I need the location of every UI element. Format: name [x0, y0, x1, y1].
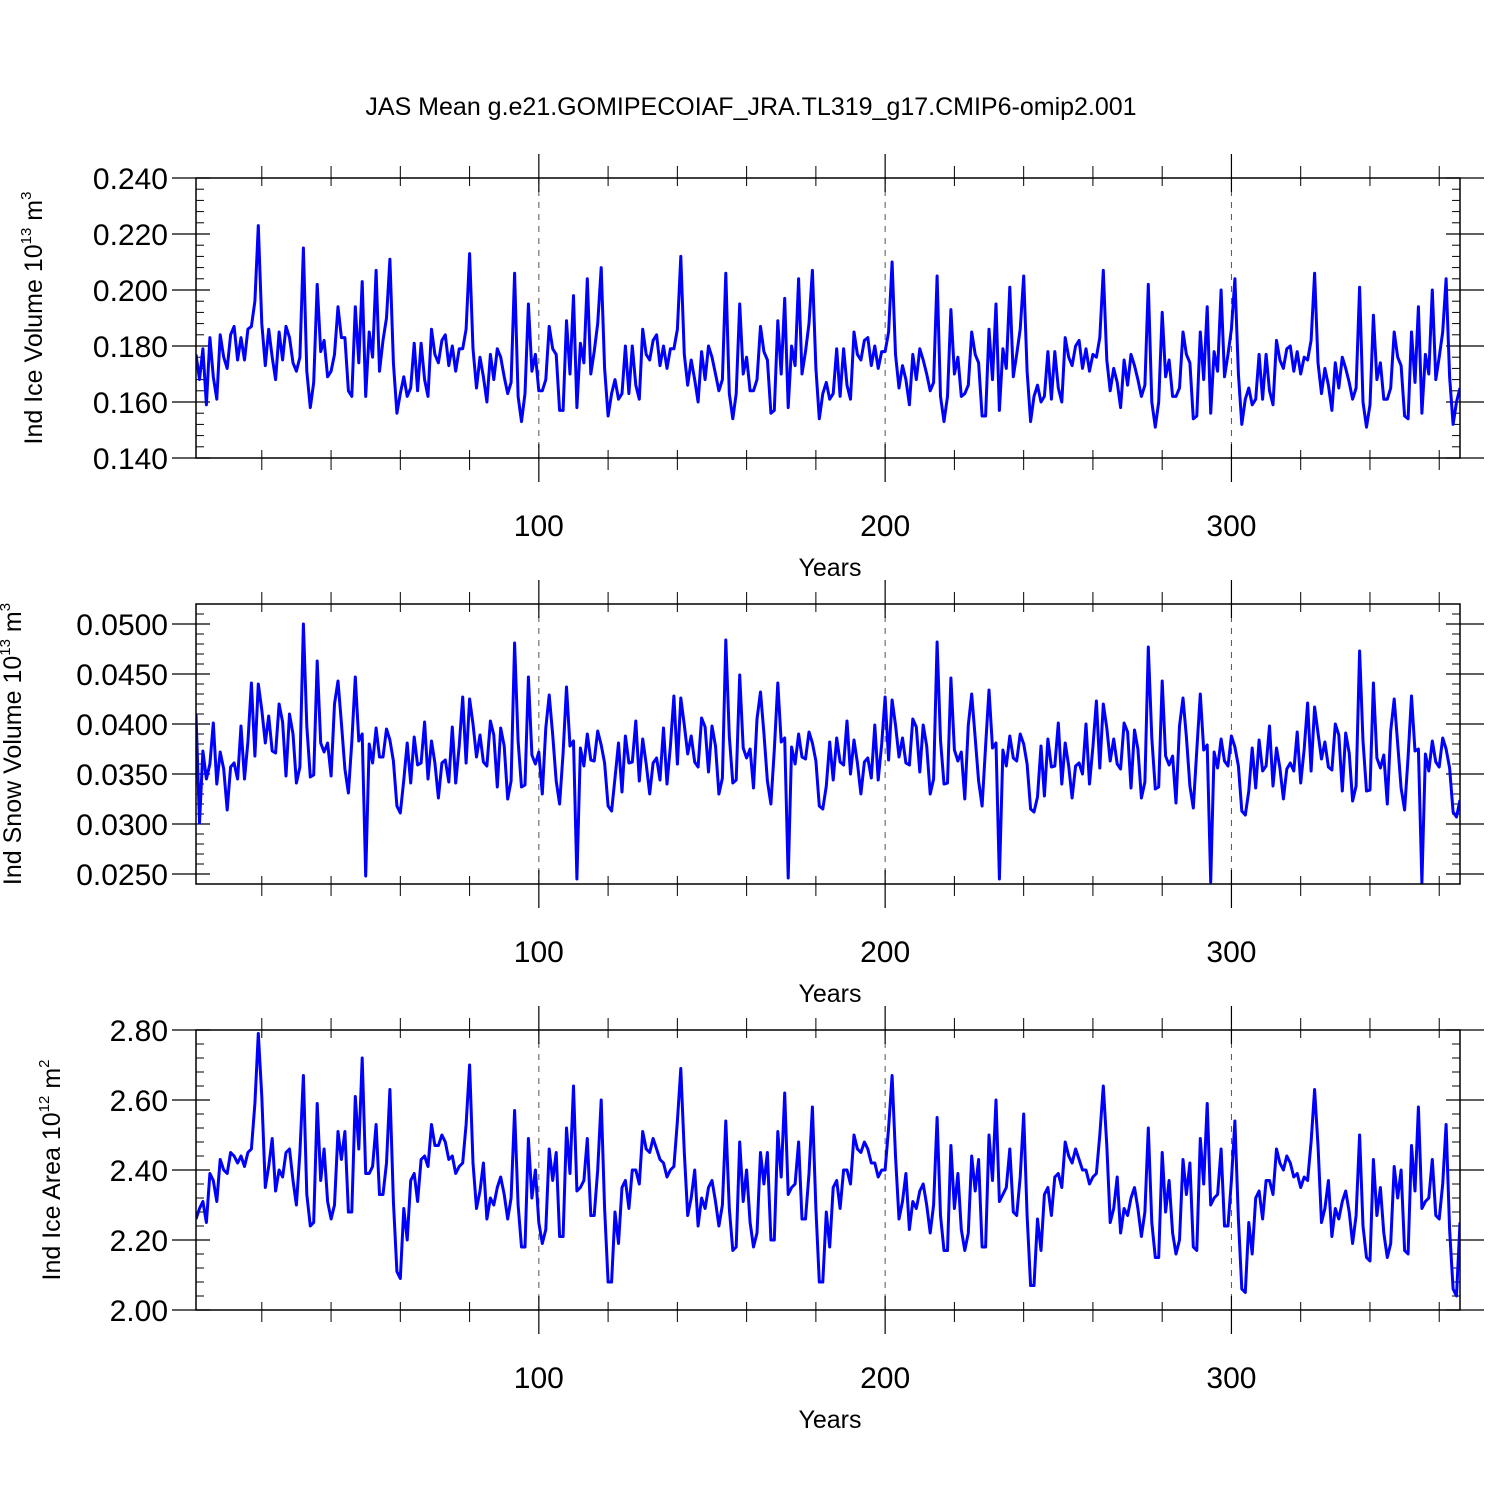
y-tick-label: 0.0250: [76, 859, 168, 892]
y-tick-label: 2.80: [110, 1015, 168, 1048]
x-tick-label: 200: [860, 936, 910, 969]
y-tick-label: 0.160: [93, 387, 168, 420]
y-axis-label-unit-exponent: 3: [18, 192, 35, 200]
y-axis-label: Ind Snow Volume 1013 m3: [0, 603, 27, 885]
x-tick-label: 100: [514, 1362, 564, 1395]
ice-volume-series-line: [196, 224, 1460, 429]
x-tick-label: 300: [1206, 936, 1256, 969]
y-axis-label-text: Ind Ice Area 10: [38, 1112, 66, 1280]
y-tick-label: 0.200: [93, 275, 168, 308]
x-axis-label: Years: [798, 554, 861, 582]
y-axis-label: Ind Ice Volume 1013 m3: [18, 192, 48, 445]
plot-frame: [195, 1029, 1461, 1311]
x-tick-label: 300: [1206, 1362, 1256, 1395]
chart-title: JAS Mean g.e21.GOMIPECOIAF_JRA.TL319_g17…: [365, 93, 1136, 121]
x-axis-label: Years: [798, 980, 861, 1008]
y-tick-label: 0.220: [93, 219, 168, 252]
x-tick-label: 200: [860, 510, 910, 543]
snow-volume-panel: 0.0250 0.0300 0.0350 0.0400 0.0450 0.0500 100 2…: [0, 580, 1484, 1008]
ice-volume-panel: 0.140 0.160 0.180 0.200 0.220 0.240 100 200 300 Y…: [18, 154, 1484, 582]
y-tick-label: 2.20: [110, 1225, 168, 1258]
y-tick-label: 0.0450: [76, 659, 168, 692]
y-axis-label-exponent: 12: [36, 1096, 53, 1113]
y-axis-label-unit-exponent: 3: [0, 603, 14, 611]
x-tick-label: 300: [1206, 510, 1256, 543]
y-axis-label-text: Ind Ice Volume 10: [20, 244, 48, 444]
y-tick-label: 0.140: [93, 443, 168, 476]
plot-frame: [195, 603, 1461, 885]
y-tick-label: 0.0500: [76, 609, 168, 642]
y-tick-label: 0.240: [93, 163, 168, 196]
x-axis-label: Years: [798, 1406, 861, 1434]
y-axis-label: Ind Ice Area 1012 m2: [36, 1060, 66, 1281]
x-tick-label: 100: [514, 936, 564, 969]
y-tick-label: 2.00: [110, 1295, 168, 1328]
ice-area-panel: 2.00 2.20 2.40 2.60 2.80 100 200 300 Years Ind Ic…: [36, 1006, 1484, 1434]
y-tick-label: 0.0400: [76, 709, 168, 742]
y-axis-label-exponent: 13: [0, 639, 14, 656]
y-axis-label-unit-exponent: 2: [36, 1060, 53, 1068]
y-tick-label: 2.60: [110, 1085, 168, 1118]
y-tick-label: 0.180: [93, 331, 168, 364]
y-tick-label: 0.0350: [76, 759, 168, 792]
y-axis-label-text: Ind Snow Volume 10: [0, 656, 27, 885]
x-tick-label: 100: [514, 510, 564, 543]
y-axis-label-unit: m: [38, 1068, 66, 1096]
chart-panels: 0.140 0.160 0.180 0.200 0.220 0.240 100 200 300 Y…: [0, 154, 1484, 1434]
y-tick-label: 0.0300: [76, 809, 168, 842]
y-axis-label-unit: m: [20, 200, 48, 228]
x-tick-label: 200: [860, 1362, 910, 1395]
y-tick-label: 2.40: [110, 1155, 168, 1188]
plot-frame: [195, 177, 1461, 459]
y-axis-label-exponent: 13: [18, 228, 35, 245]
snow-volume-series-line: [196, 622, 1460, 884]
y-axis-label-unit: m: [0, 611, 27, 639]
ice-area-series-line: [196, 1032, 1460, 1298]
